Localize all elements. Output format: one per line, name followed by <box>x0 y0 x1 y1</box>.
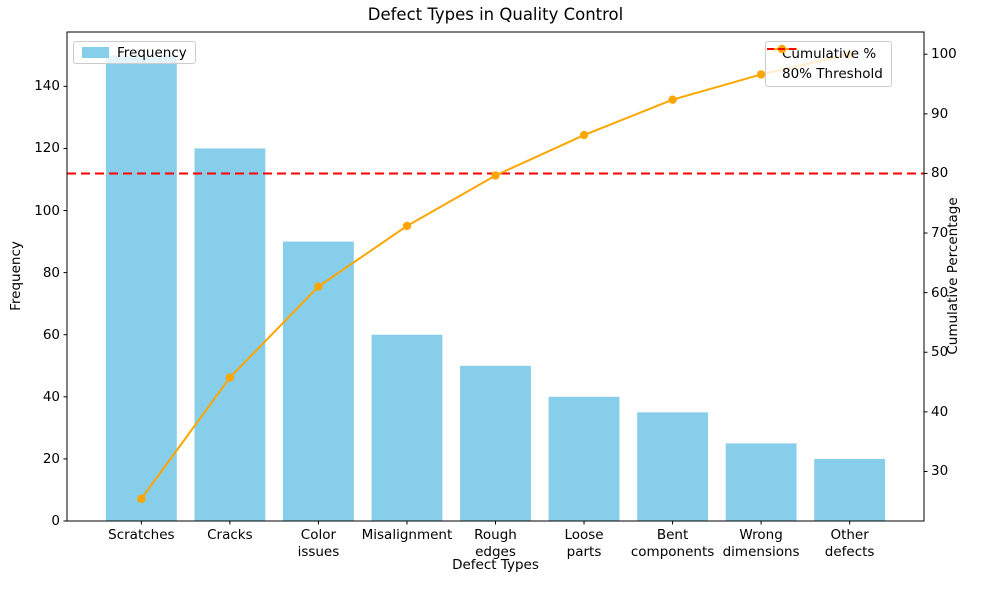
y-left-tick-label: 80 <box>42 264 60 281</box>
y-left-tick-label: 120 <box>34 140 60 157</box>
y-right-tick-label: 90 <box>931 105 949 122</box>
y-left-tick-label: 60 <box>42 326 60 343</box>
cumulative-point <box>579 130 589 140</box>
y-axis-label-right: Cumulative Percentage <box>945 197 961 355</box>
x-tick-label: Color issues <box>297 527 340 560</box>
x-tick-label: Scratches <box>108 527 175 543</box>
cumulative-point <box>491 171 500 180</box>
bar-other-defects <box>814 458 886 521</box>
legend-cumulative: Cumulative % 80% Threshold <box>765 41 892 87</box>
y-left-tick-label: 140 <box>34 78 60 95</box>
bar-loose-parts <box>548 396 620 521</box>
y-right-tick-label: 50 <box>931 344 949 361</box>
x-tick-label: Bent components <box>630 527 715 560</box>
bar-scratches <box>105 55 177 522</box>
y-right-tick-label: 100 <box>931 46 957 63</box>
bar-bent-components <box>637 412 708 521</box>
y-right-tick-label: 80 <box>931 165 949 182</box>
legend-threshold-label: 80% Threshold <box>782 66 883 82</box>
chart-title: Defect Types in Quality Control <box>367 5 624 24</box>
legend-frequency-row: Frequency <box>82 45 187 61</box>
y-left-tick-label: 20 <box>42 450 60 467</box>
cumulative-point <box>756 70 766 79</box>
x-tick-label: Loose parts <box>564 527 604 560</box>
x-tick-label: Misalignment <box>361 527 453 543</box>
bar-misalignment <box>371 334 443 521</box>
x-tick-label: Cracks <box>207 527 253 543</box>
legend-threshold-row: 80% Threshold <box>767 48 883 82</box>
x-tick-label: Rough edges <box>474 527 517 560</box>
bar-rough-edges <box>460 365 531 521</box>
y-left-tick-label: 40 <box>42 388 60 405</box>
cumulative-point <box>137 494 146 503</box>
cumulative-point <box>314 282 323 291</box>
x-tick-label: Other defects <box>824 527 875 560</box>
x-axis-label: Defect Types <box>452 557 539 573</box>
x-tick-label: Wrong dimensions <box>722 527 800 560</box>
cumulative-point <box>402 221 412 231</box>
y-right-tick-label: 40 <box>931 403 949 420</box>
legend-frequency-label: Frequency <box>117 44 187 61</box>
cumulative-point <box>668 95 677 104</box>
y-right-tick-label: 70 <box>931 225 949 242</box>
bar-cracks <box>194 148 266 521</box>
y-left-tick-label: 100 <box>34 202 60 219</box>
frequency-bar-swatch <box>82 47 109 58</box>
cumulative-point <box>225 373 235 382</box>
y-left-tick-label: 0 <box>51 513 60 529</box>
y-right-tick-label: 30 <box>931 463 949 480</box>
legend-cumulative-label: Cumulative % <box>782 46 877 62</box>
legend-frequency: Frequency <box>73 41 196 64</box>
bar-wrong-dimensions <box>725 443 797 521</box>
y-right-tick-label: 60 <box>931 284 949 301</box>
